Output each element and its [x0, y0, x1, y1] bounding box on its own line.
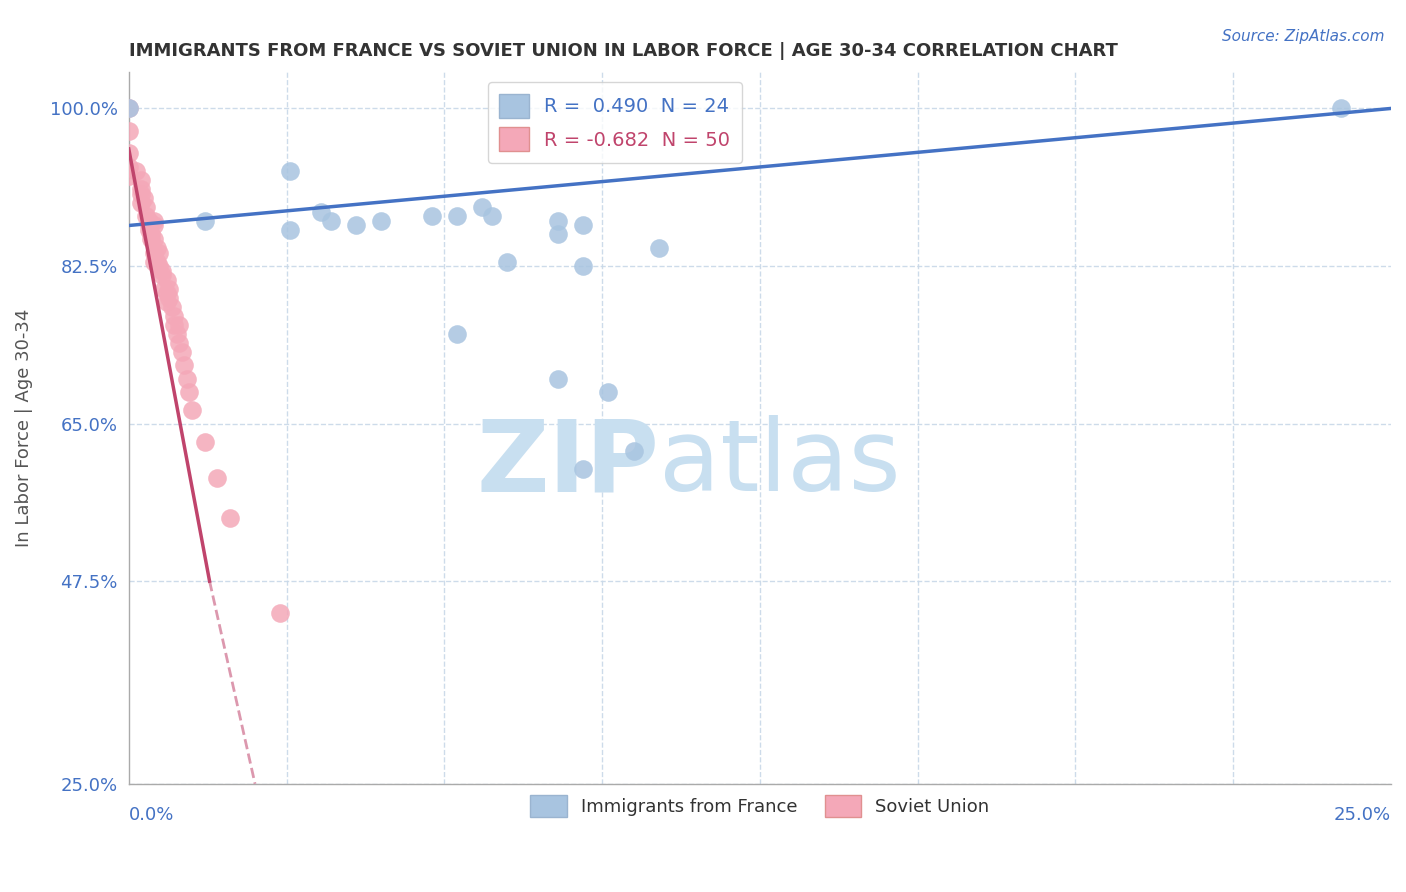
Point [118, 102, 141, 116]
Point [131, 186, 153, 201]
Point [309, 205, 332, 219]
Point [1329, 102, 1351, 116]
Point [145, 241, 167, 255]
Point [125, 164, 148, 178]
Point [420, 210, 443, 224]
Point [163, 318, 186, 332]
Point [547, 371, 569, 385]
Point [166, 326, 188, 341]
Point [319, 214, 342, 228]
Point [143, 214, 166, 228]
Point [280, 223, 302, 237]
Point [572, 219, 595, 233]
Text: ZIP: ZIP [477, 415, 659, 512]
Point [153, 281, 176, 295]
Legend: Immigrants from France, Soviet Union: Immigrants from France, Soviet Union [523, 788, 997, 824]
Point [572, 259, 595, 273]
Point [496, 254, 519, 268]
Point [156, 272, 179, 286]
Point [138, 219, 160, 233]
Point [132, 192, 155, 206]
Point [218, 511, 240, 525]
Point [269, 606, 291, 620]
Point [118, 124, 141, 138]
Point [623, 443, 645, 458]
Point [148, 245, 170, 260]
Text: atlas: atlas [659, 415, 900, 512]
Point [143, 232, 166, 246]
Point [138, 214, 160, 228]
Point [118, 102, 141, 116]
Point [143, 254, 166, 268]
Point [118, 146, 141, 161]
Point [118, 169, 141, 183]
Point [131, 182, 153, 196]
Point [150, 263, 173, 277]
Text: 25.0%: 25.0% [1334, 806, 1391, 824]
Point [173, 358, 195, 372]
Point [156, 295, 179, 310]
Point [163, 309, 186, 323]
Point [135, 210, 157, 224]
Point [160, 300, 183, 314]
Point [143, 245, 166, 260]
Point [446, 326, 468, 341]
Point [280, 164, 302, 178]
Point [370, 214, 392, 228]
Point [547, 214, 569, 228]
Point [138, 223, 160, 237]
Point [135, 201, 157, 215]
Point [180, 403, 202, 417]
Point [148, 259, 170, 273]
Point [145, 254, 167, 268]
Point [169, 318, 191, 332]
Point [131, 173, 153, 187]
Point [131, 196, 153, 211]
Point [141, 227, 163, 242]
Point [157, 291, 180, 305]
Text: Source: ZipAtlas.com: Source: ZipAtlas.com [1222, 29, 1385, 44]
Point [170, 344, 193, 359]
Point [141, 232, 163, 246]
Point [176, 371, 198, 385]
Point [143, 219, 166, 233]
Point [471, 201, 494, 215]
Text: 0.0%: 0.0% [129, 806, 174, 824]
Point [193, 214, 215, 228]
Point [572, 461, 595, 475]
Point [179, 385, 201, 400]
Text: IMMIGRANTS FROM FRANCE VS SOVIET UNION IN LABOR FORCE | AGE 30-34 CORRELATION CH: IMMIGRANTS FROM FRANCE VS SOVIET UNION I… [129, 42, 1118, 60]
Point [547, 227, 569, 242]
Point [648, 241, 671, 255]
Point [193, 434, 215, 449]
Point [150, 268, 173, 282]
Point [157, 281, 180, 295]
Point [481, 210, 503, 224]
Point [344, 219, 367, 233]
Y-axis label: In Labor Force | Age 30-34: In Labor Force | Age 30-34 [15, 309, 32, 548]
Point [169, 335, 191, 350]
Point [205, 470, 228, 484]
Point [446, 210, 468, 224]
Point [598, 385, 620, 400]
Point [118, 160, 141, 174]
Point [156, 286, 179, 301]
